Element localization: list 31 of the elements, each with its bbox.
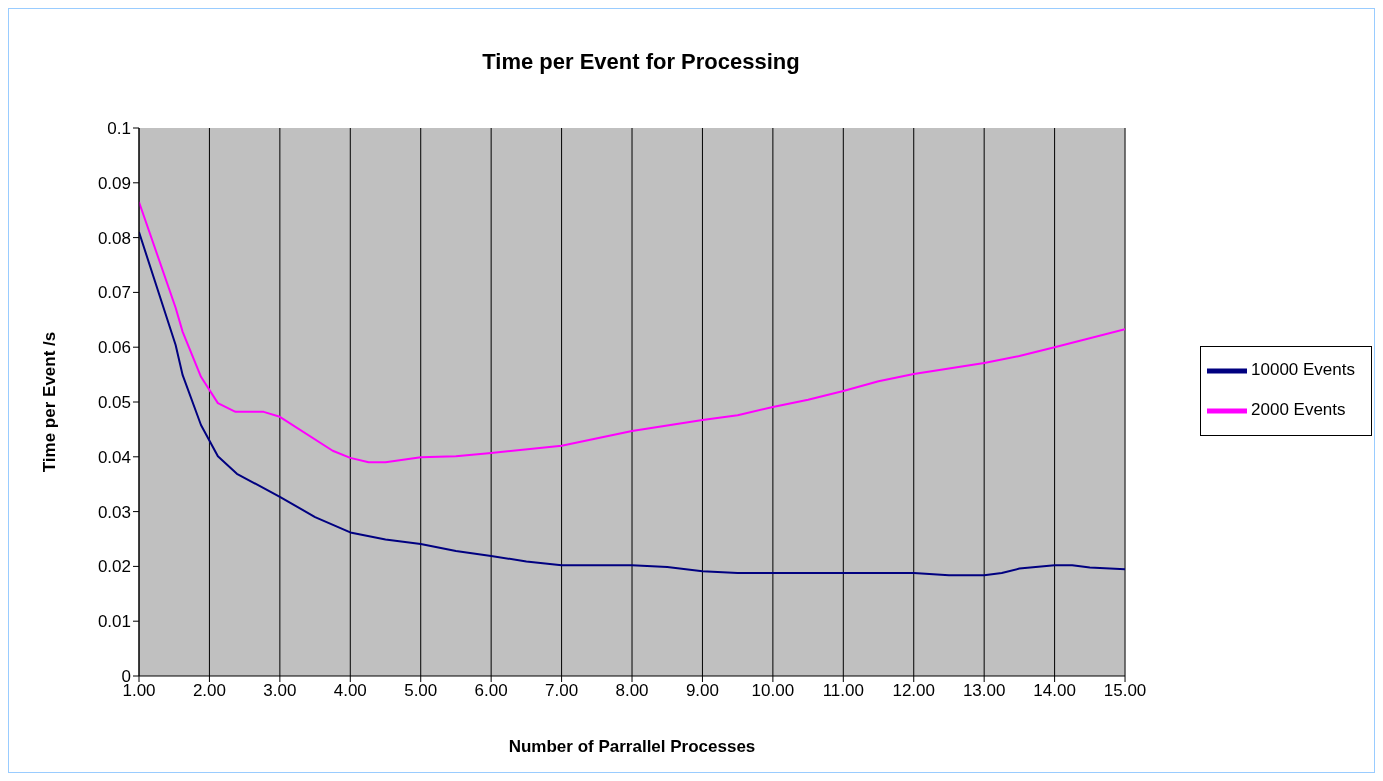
x-tick-label: 9.00 [685,681,719,701]
y-tick-label: 0.07 [97,283,131,303]
x-tick-label: 12.00 [892,681,936,701]
x-tick-label: 11.00 [822,681,864,701]
y-tick-label: 0.04 [97,447,131,467]
x-tick-label: 3.00 [263,681,297,701]
chart-title: Time per Event for Processing [481,49,801,75]
y-tick-label: 0.02 [97,557,131,577]
line-series [139,200,1126,464]
line-series [139,231,1126,577]
x-tick-label: 7.00 [545,681,579,701]
legend-label: 10000 Events [1251,359,1355,379]
x-tick-label: 10.00 [751,681,795,701]
y-axis-title: Time per Event /s [40,331,60,473]
y-tick-label: 0.1 [107,119,131,139]
y-tick-label: 0.06 [97,338,131,358]
y-tick-label: 0.01 [97,612,131,632]
x-tick-label: 14.00 [1033,681,1076,701]
x-tick-label: 15.00 [1103,681,1147,701]
x-tick-label: 2.00 [192,681,226,701]
x-tick-label: 13.00 [962,681,1006,701]
y-tick-label: 0.05 [97,393,131,413]
legend-label: 2000 Events [1251,399,1346,419]
y-tick-label: 0.09 [97,173,131,193]
x-tick-label: 8.00 [615,681,649,701]
x-axis-title: Number of Parrallel Processes [508,737,756,756]
y-tick-label: 0.03 [97,502,131,522]
y-tick-label: 0.08 [97,228,131,248]
x-tick-label: 6.00 [474,681,508,701]
x-tick-label: 4.00 [333,681,367,701]
x-tick-label: 5.00 [404,681,438,701]
